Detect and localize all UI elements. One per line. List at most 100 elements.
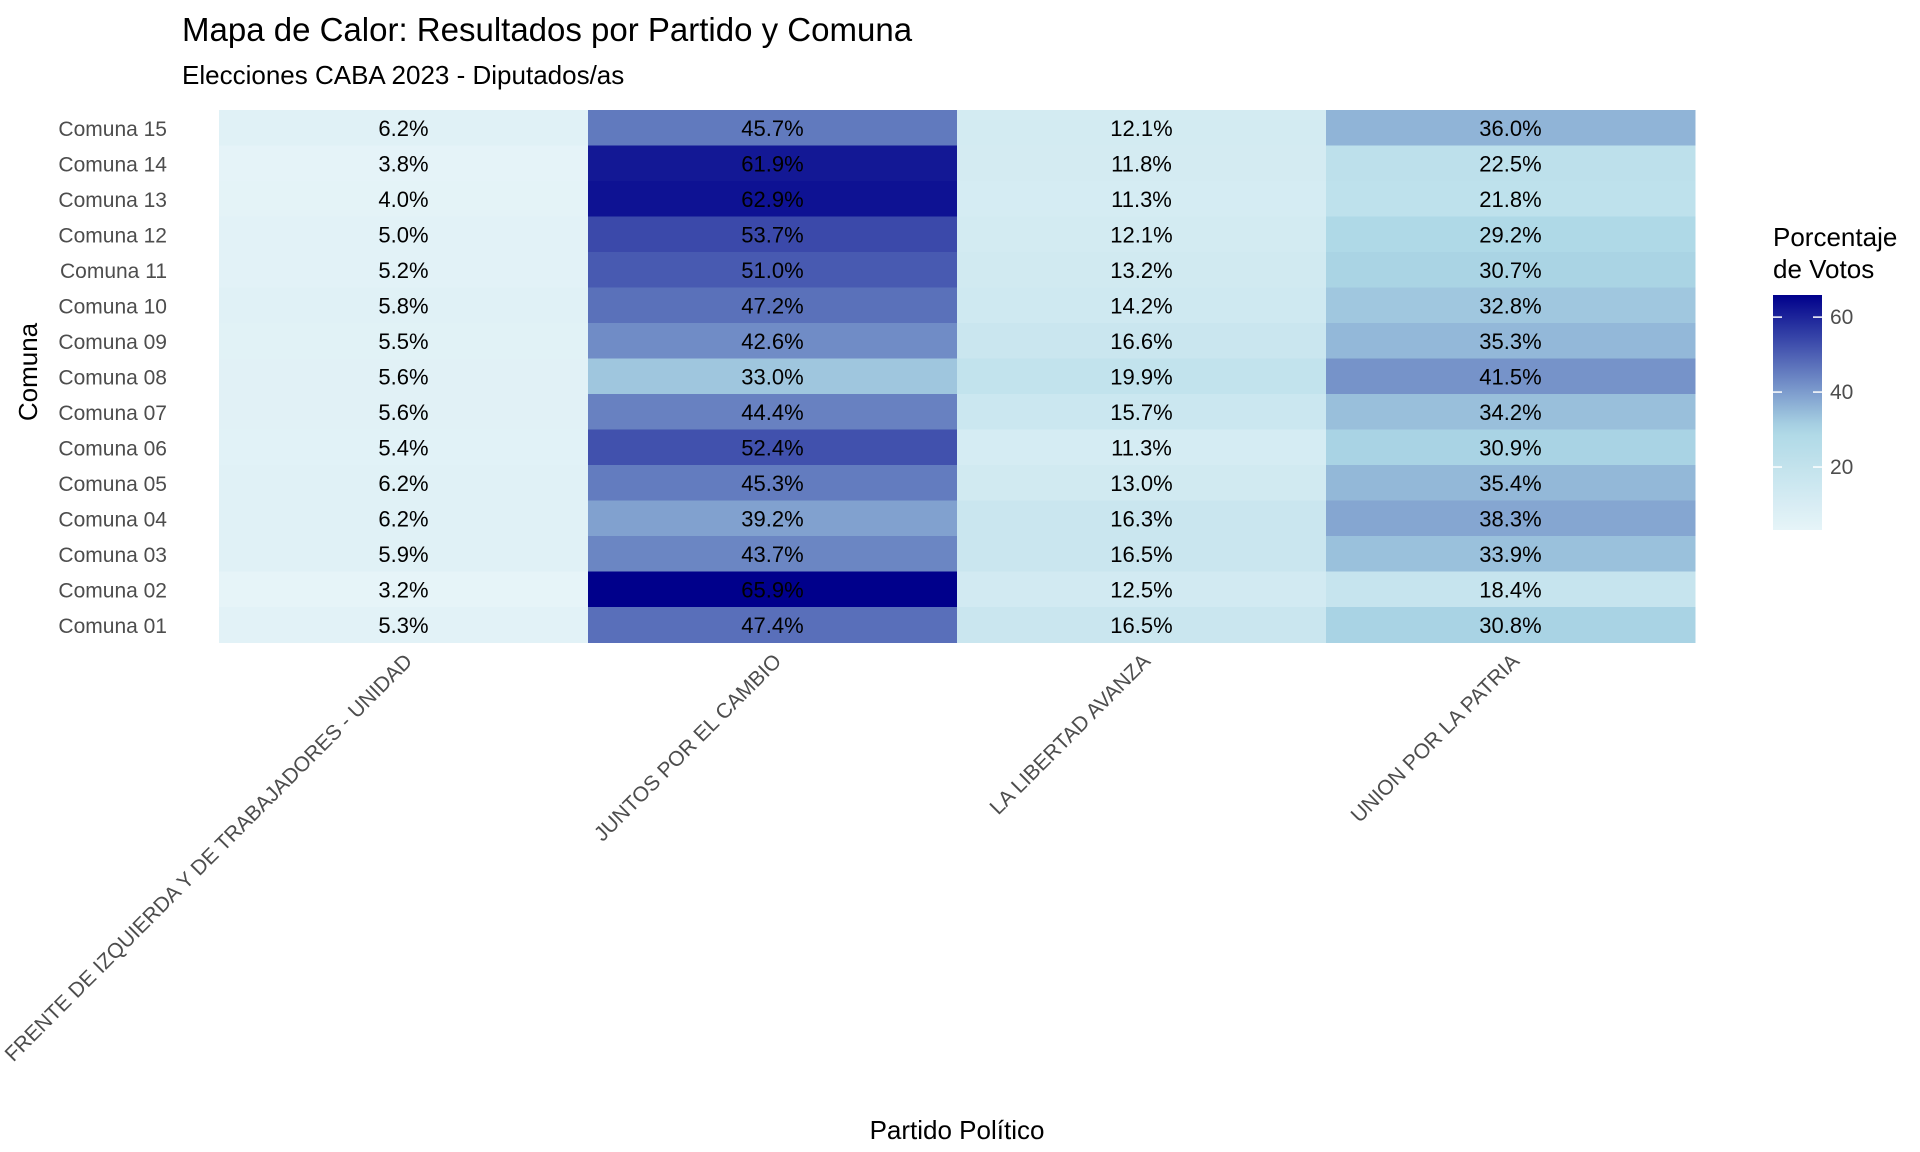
- cell-value-label: 44.4%: [741, 400, 803, 425]
- heatmap-cell: [957, 394, 1327, 430]
- heatmap-cell: [957, 252, 1327, 288]
- legend-title-line-2: de Votos: [1773, 254, 1874, 284]
- heatmap-cell: [588, 145, 958, 182]
- heatmap-cell: [957, 216, 1327, 253]
- heatmap-cell: [957, 358, 1327, 395]
- cell-value-label: 5.2%: [378, 258, 428, 283]
- cell-value-label: 5.5%: [378, 329, 428, 354]
- heatmap-cell: [957, 287, 1327, 324]
- heatmap-cell: [957, 181, 1327, 217]
- y-tick-label: Comuna 10: [58, 295, 167, 318]
- x-tick-label: JUNTOS POR EL CAMBIO: [590, 650, 786, 846]
- legend-tick-label: 60: [1830, 306, 1853, 329]
- cell-value-label: 4.0%: [378, 187, 428, 212]
- cell-value-label: 6.2%: [378, 471, 428, 496]
- heatmap-cell: [219, 110, 589, 146]
- heatmap-cell: [219, 181, 589, 217]
- heatmap-cell: [1326, 110, 1696, 146]
- cell-value-label: 52.4%: [741, 435, 803, 460]
- y-tick-label: Comuna 05: [58, 473, 167, 496]
- heatmap-cell: [957, 607, 1327, 643]
- cell-value-label: 42.6%: [741, 329, 803, 354]
- cell-value-label: 61.9%: [741, 151, 803, 176]
- x-tick-label: LA LIBERTAD AVANZA: [986, 650, 1155, 819]
- heatmap-cell: [1326, 323, 1696, 359]
- y-tick-label: Comuna 09: [58, 331, 167, 354]
- heatmap-cell: [1326, 536, 1696, 572]
- y-tick-label: Comuna 03: [58, 544, 167, 567]
- y-tick-label: Comuna 13: [58, 189, 167, 212]
- cell-value-label: 11.3%: [1111, 187, 1172, 212]
- cell-value-label: 16.5%: [1110, 542, 1172, 567]
- y-tick-labels: Comuna 15 Comuna 14 Comuna 13 Comuna 12 Comu…: [58, 118, 167, 638]
- heatmap-cell: [219, 216, 589, 253]
- x-tick-label: FRENTE DE IZQUIERDA Y DE TRABAJADORES - …: [1, 650, 417, 1066]
- cell-value-label: 21.8%: [1479, 187, 1541, 212]
- heatmap-cell: [219, 429, 589, 466]
- y-tick-label: Comuna 12: [58, 224, 167, 247]
- cell-value-label: 5.8%: [378, 293, 428, 318]
- legend-tick-label: 20: [1830, 456, 1853, 479]
- y-tick-label: Comuna 04: [58, 508, 167, 531]
- heatmap-cell: [1326, 465, 1696, 501]
- heatmap-cell: [588, 216, 958, 253]
- cell-value-label: 53.7%: [741, 222, 803, 247]
- cell-value-label: 32.8%: [1479, 293, 1541, 318]
- cell-value-label: 38.3%: [1479, 506, 1541, 531]
- y-tick-label: Comuna 01: [58, 615, 167, 638]
- heatmap-cell: [219, 500, 589, 537]
- cell-value-label: 65.9%: [741, 577, 803, 602]
- heatmap-cell: [957, 536, 1327, 572]
- cell-value-label: 13.0%: [1110, 471, 1172, 496]
- cell-value-label: 35.4%: [1479, 471, 1541, 496]
- legend-title-line-1: Porcentaje: [1773, 222, 1897, 252]
- heatmap-cell: [1326, 607, 1696, 643]
- heatmap-cell: [219, 536, 589, 572]
- cell-value-label: 12.1%: [1110, 116, 1172, 141]
- heatmap-cells: [219, 110, 1696, 643]
- cell-value-label: 43.7%: [741, 542, 803, 567]
- heatmap-cell: [588, 465, 958, 501]
- cell-value-label: 12.5%: [1110, 577, 1172, 602]
- heatmap-cell: [219, 287, 589, 324]
- heatmap-cell: [219, 145, 589, 182]
- cell-value-label: 30.9%: [1479, 435, 1541, 460]
- heatmap-cell: [1326, 252, 1696, 288]
- heatmap-cell: [1326, 571, 1696, 608]
- y-tick-label: Comuna 15: [58, 118, 167, 141]
- heatmap-cell: [219, 358, 589, 395]
- cell-value-label: 11.8%: [1111, 151, 1172, 176]
- cell-value-label: 34.2%: [1479, 400, 1541, 425]
- legend-tick-label: 40: [1830, 381, 1853, 404]
- heatmap-cell: [957, 323, 1327, 359]
- legend-colorbar: [1773, 295, 1822, 530]
- y-tick-label: Comuna 06: [58, 437, 167, 460]
- y-tick-label: Comuna 02: [58, 579, 167, 602]
- heatmap-cell: [219, 394, 589, 430]
- heatmap-cell: [957, 145, 1327, 182]
- cell-value-label: 33.9%: [1479, 542, 1541, 567]
- cell-value-label: 15.7%: [1110, 400, 1172, 425]
- y-tick-label: Comuna 07: [58, 402, 167, 425]
- cell-value-label: 6.2%: [378, 506, 428, 531]
- x-axis-title: Partido Político: [870, 1115, 1045, 1145]
- heatmap-cell: [219, 607, 589, 643]
- cell-value-label: 5.0%: [378, 222, 428, 247]
- heatmap-cell: [588, 358, 958, 395]
- heatmap-cell: [588, 394, 958, 430]
- cell-value-label: 19.9%: [1110, 364, 1172, 389]
- heatmap-cell: [588, 181, 958, 217]
- cell-value-label: 29.2%: [1479, 222, 1541, 247]
- color-legend: Porcentaje de Votos 20 40 60: [1773, 222, 1897, 530]
- cell-value-label: 16.5%: [1110, 613, 1172, 638]
- heatmap-cell: [1326, 181, 1696, 217]
- heatmap-cell: [588, 571, 958, 608]
- cell-value-label: 6.2%: [378, 116, 428, 141]
- heatmap-cell: [588, 110, 958, 146]
- chart-subtitle: Elecciones CABA 2023 - Diputados/as: [182, 60, 624, 90]
- cell-value-label: 11.3%: [1111, 435, 1172, 460]
- heatmap-cell: [219, 323, 589, 359]
- heatmap-cell: [219, 571, 589, 608]
- cell-value-label: 30.7%: [1479, 258, 1541, 283]
